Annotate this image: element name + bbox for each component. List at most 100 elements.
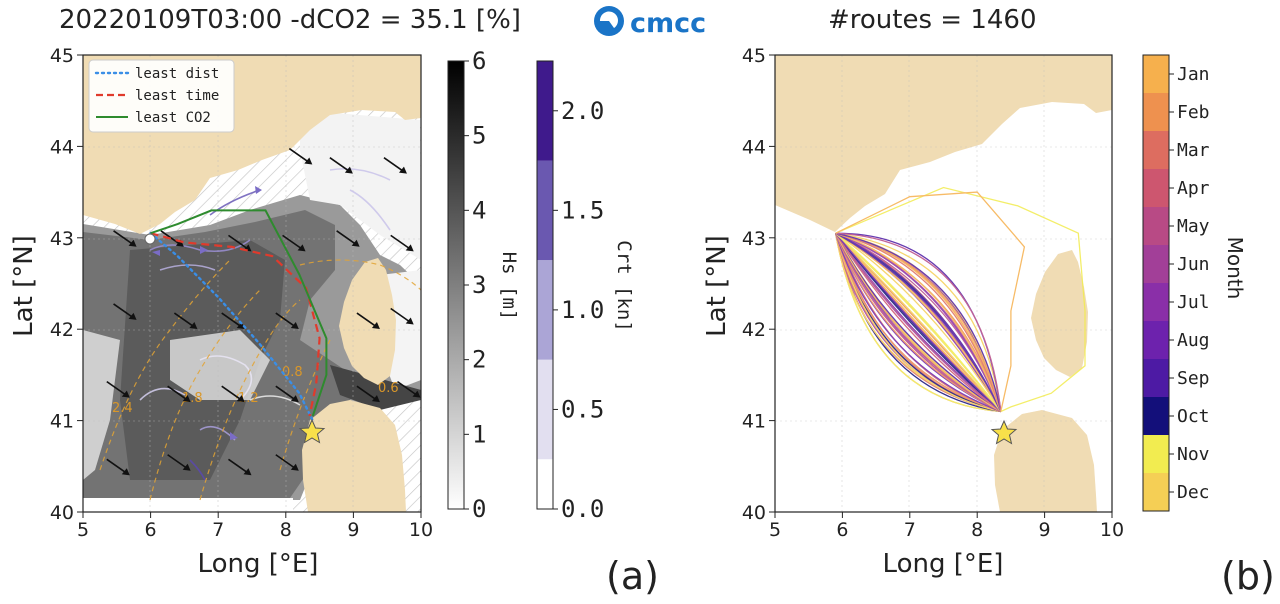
contour-label: 1.2 <box>238 391 259 406</box>
month-tick-label: Nov <box>1177 444 1210 465</box>
y-tick-label: 40 <box>742 502 766 524</box>
y-tick-label: 40 <box>50 502 74 524</box>
wave-arrow-icon <box>275 312 299 330</box>
cb-hs-tick-label: 3 <box>472 271 486 299</box>
y-tick-label: 42 <box>742 319 766 341</box>
month-swatch <box>1143 245 1169 284</box>
panel-a-ylabel: Lat [°N] <box>9 235 39 337</box>
month-tick-label: Aug <box>1177 330 1210 351</box>
cmcc-logo: cmcc <box>594 6 706 39</box>
route-line <box>835 232 1002 412</box>
x-tick-label: 6 <box>145 519 157 541</box>
wave-arrow-icon <box>221 312 245 330</box>
x-tick-label: 5 <box>769 519 781 541</box>
x-tick-label: 5 <box>77 519 89 541</box>
y-tick-label: 41 <box>742 411 766 433</box>
route-least-co2 <box>150 209 328 417</box>
cmcc-logo-swirl-icon <box>599 11 618 29</box>
wave-arrow-icon <box>397 380 421 398</box>
month-tick-label: Apr <box>1177 178 1210 199</box>
route-line <box>835 232 1002 412</box>
colorbar-hs: 0 1 2 3 4 5 6 Hs [m] <box>447 47 520 523</box>
contour-label: 2.4 <box>112 401 133 416</box>
month-swatch <box>1143 207 1169 246</box>
y-tick-label: 43 <box>50 228 74 250</box>
x-tick-label: 8 <box>971 519 983 541</box>
route-line <box>835 232 1002 413</box>
month-swatch <box>1143 435 1169 474</box>
panel-b-map: 5 6 7 8 9 10 40 41 42 43 44 45 Long [°E] Lat [°N] <box>702 45 1124 579</box>
month-tick-label: Mar <box>1177 140 1210 161</box>
wave-arrow-icon <box>173 312 198 330</box>
end-star-icon-b <box>990 419 1018 445</box>
month-swatch <box>1143 397 1169 436</box>
wave-arrow-icon <box>167 385 191 403</box>
wave-arrow-icon <box>329 157 353 174</box>
route-line <box>835 232 1002 412</box>
y-tick-label: 45 <box>50 45 74 67</box>
route-line <box>835 233 1001 413</box>
month-tick-label: Jul <box>1177 292 1210 313</box>
month-tick-label: Sep <box>1177 368 1210 389</box>
month-tick-label: Jun <box>1177 254 1210 275</box>
crt-level-swatch <box>537 359 553 460</box>
month-tick-label: May <box>1177 216 1210 237</box>
route-line <box>835 232 1002 412</box>
wave-arrow-icon <box>167 454 191 471</box>
wave-arrow-icon <box>356 385 380 403</box>
route-line <box>835 232 1002 412</box>
x-tick-label: 10 <box>409 519 433 541</box>
colorbar-crt: 0.0 0.5 1.0 1.5 2.0 Crt [kn] <box>536 60 635 523</box>
crt-level-swatch <box>537 61 553 161</box>
wave-arrow-icon <box>221 385 245 403</box>
month-tick-label: Feb <box>1177 102 1210 123</box>
wave-arrow-icon <box>282 234 306 252</box>
cb-hs-tick-label: 1 <box>472 420 486 448</box>
colorbar-crt-label: Crt [kn] <box>613 240 635 332</box>
x-tick-label: 7 <box>212 519 224 541</box>
cb-hs-tick-label: 5 <box>472 122 486 150</box>
y-tick-label: 43 <box>742 228 766 250</box>
panel-b-ticks: 5 6 7 8 9 10 40 41 42 43 44 45 <box>742 45 1124 541</box>
panel-b-ylabel: Lat [°N] <box>702 235 732 337</box>
legend-label-co2: least CO2 <box>135 110 211 126</box>
colorbar-month: Jan Feb Mar Apr May Jun Jul Aug Sep Oct Nov Dec Mon… <box>1142 54 1247 512</box>
month-swatch <box>1143 55 1169 94</box>
y-tick-label: 44 <box>742 136 766 158</box>
cb-hs-tick-label: 0 <box>472 495 486 523</box>
colorbar-month-label: Month <box>1223 237 1247 300</box>
route-line <box>835 232 1002 412</box>
x-tick-label: 8 <box>280 519 292 541</box>
route-bundle <box>835 186 1086 413</box>
land-france-b <box>775 55 1112 232</box>
wave-direction-arrows <box>106 147 421 476</box>
y-tick-label: 42 <box>50 319 74 341</box>
month-swatch <box>1143 359 1169 398</box>
month-swatch <box>1143 473 1169 512</box>
wave-arrow-icon <box>275 454 299 471</box>
route-line <box>835 232 1002 412</box>
route-line <box>835 233 1001 413</box>
wave-arrow-icon <box>336 230 360 247</box>
x-tick-label: 10 <box>1100 519 1124 541</box>
legend-panel-a: least dist least time least CO2 <box>88 59 235 133</box>
wave-arrow-icon <box>113 230 137 247</box>
month-swatch <box>1143 169 1169 208</box>
wave-arrow-icon <box>288 147 313 165</box>
legend-label-time: least time <box>135 88 219 104</box>
cmcc-logo-text: cmcc <box>630 8 706 39</box>
title-left: 20220109T03:00 -dCO2 = 35.1 [%] <box>59 5 521 35</box>
contour-label: 1.8 <box>182 391 203 406</box>
route-line <box>835 232 1002 413</box>
land-corsica-b <box>1031 250 1088 377</box>
title-right: #routes = 1460 <box>828 5 1037 35</box>
route-line <box>835 232 1002 412</box>
route-line <box>835 232 1002 412</box>
route-least-time <box>150 232 321 417</box>
panel-a-frame <box>82 54 422 513</box>
panel-b-xlabel: Long [°E] <box>883 549 1004 579</box>
cb-hs-tick-label: 2 <box>472 346 486 374</box>
contour-label: 0.6 <box>378 381 399 396</box>
start-marker <box>144 233 156 245</box>
